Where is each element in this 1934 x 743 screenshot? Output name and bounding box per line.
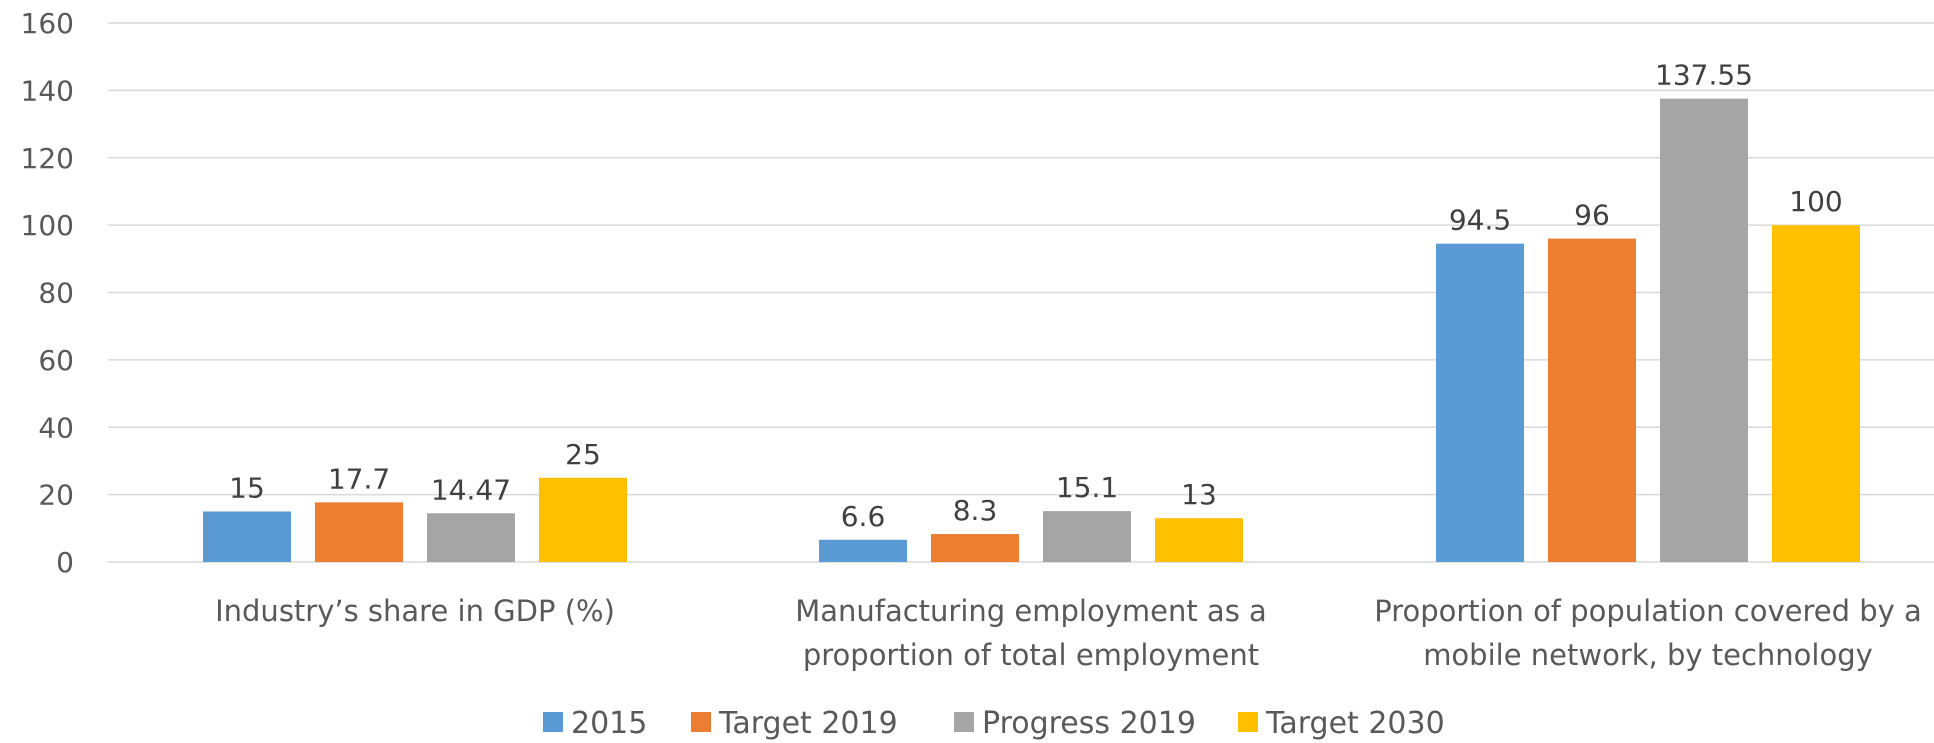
legend-swatch xyxy=(1238,712,1258,732)
legend-label: Progress 2019 xyxy=(982,706,1196,741)
category-label: Manufacturing employment as a xyxy=(795,594,1267,628)
bars xyxy=(203,98,1860,562)
y-tick-label: 120 xyxy=(21,142,74,175)
data-label: 137.55 xyxy=(1655,59,1753,92)
bar xyxy=(1436,243,1524,562)
y-tick-label: 80 xyxy=(38,277,74,310)
data-label: 15 xyxy=(229,471,265,504)
data-label: 8.3 xyxy=(953,494,998,527)
y-axis-ticks: 0 20 40 60 80 100 120 140 160 xyxy=(21,7,74,579)
category-label: Proportion of population covered by a xyxy=(1374,594,1922,628)
data-label: 14.47 xyxy=(431,473,511,506)
bar xyxy=(1772,225,1860,562)
legend-label: Target 2019 xyxy=(718,706,898,741)
data-label: 15.1 xyxy=(1056,471,1118,504)
bar xyxy=(819,539,907,562)
y-tick-label: 100 xyxy=(21,209,74,242)
category-label: mobile network, by technology xyxy=(1423,638,1873,672)
bar xyxy=(203,511,291,562)
y-tick-label: 140 xyxy=(21,74,74,107)
legend-label: 2015 xyxy=(571,706,647,741)
category-label: Industry’s share in GDP (%) xyxy=(215,594,615,628)
legend: 2015 Target 2019 Progress 2019 Target 2030 xyxy=(543,706,1445,741)
category-label: proportion of total employment xyxy=(803,638,1259,672)
data-labels: 15 6.6 94.5 17.7 8.3 96 14.47 15.1 137.55 25 13 100 xyxy=(229,59,1843,533)
bar xyxy=(427,513,515,562)
legend-swatch xyxy=(543,712,563,732)
data-label: 17.7 xyxy=(328,462,390,495)
legend-label: Target 2030 xyxy=(1265,706,1445,741)
y-tick-label: 0 xyxy=(56,546,74,579)
bar xyxy=(1548,238,1636,562)
bar xyxy=(315,502,403,562)
y-tick-label: 20 xyxy=(38,479,74,512)
bar xyxy=(1155,518,1243,562)
data-label: 6.6 xyxy=(841,500,886,533)
data-label: 25 xyxy=(565,438,601,471)
y-tick-label: 160 xyxy=(21,7,74,40)
bar xyxy=(1043,511,1131,562)
bar xyxy=(539,477,627,562)
y-tick-label: 60 xyxy=(38,344,74,377)
legend-swatch xyxy=(954,712,974,732)
legend-swatch xyxy=(691,712,711,732)
data-label: 100 xyxy=(1789,185,1842,218)
data-label: 96 xyxy=(1574,199,1610,232)
bar xyxy=(1660,98,1748,562)
x-axis-categories: Industry’s share in GDP (%) Manufacturing… xyxy=(215,594,1922,672)
gridlines xyxy=(108,22,1934,563)
bar xyxy=(931,534,1019,562)
data-label: 94.5 xyxy=(1449,204,1511,237)
y-tick-label: 40 xyxy=(38,411,74,444)
data-label: 13 xyxy=(1181,478,1217,511)
